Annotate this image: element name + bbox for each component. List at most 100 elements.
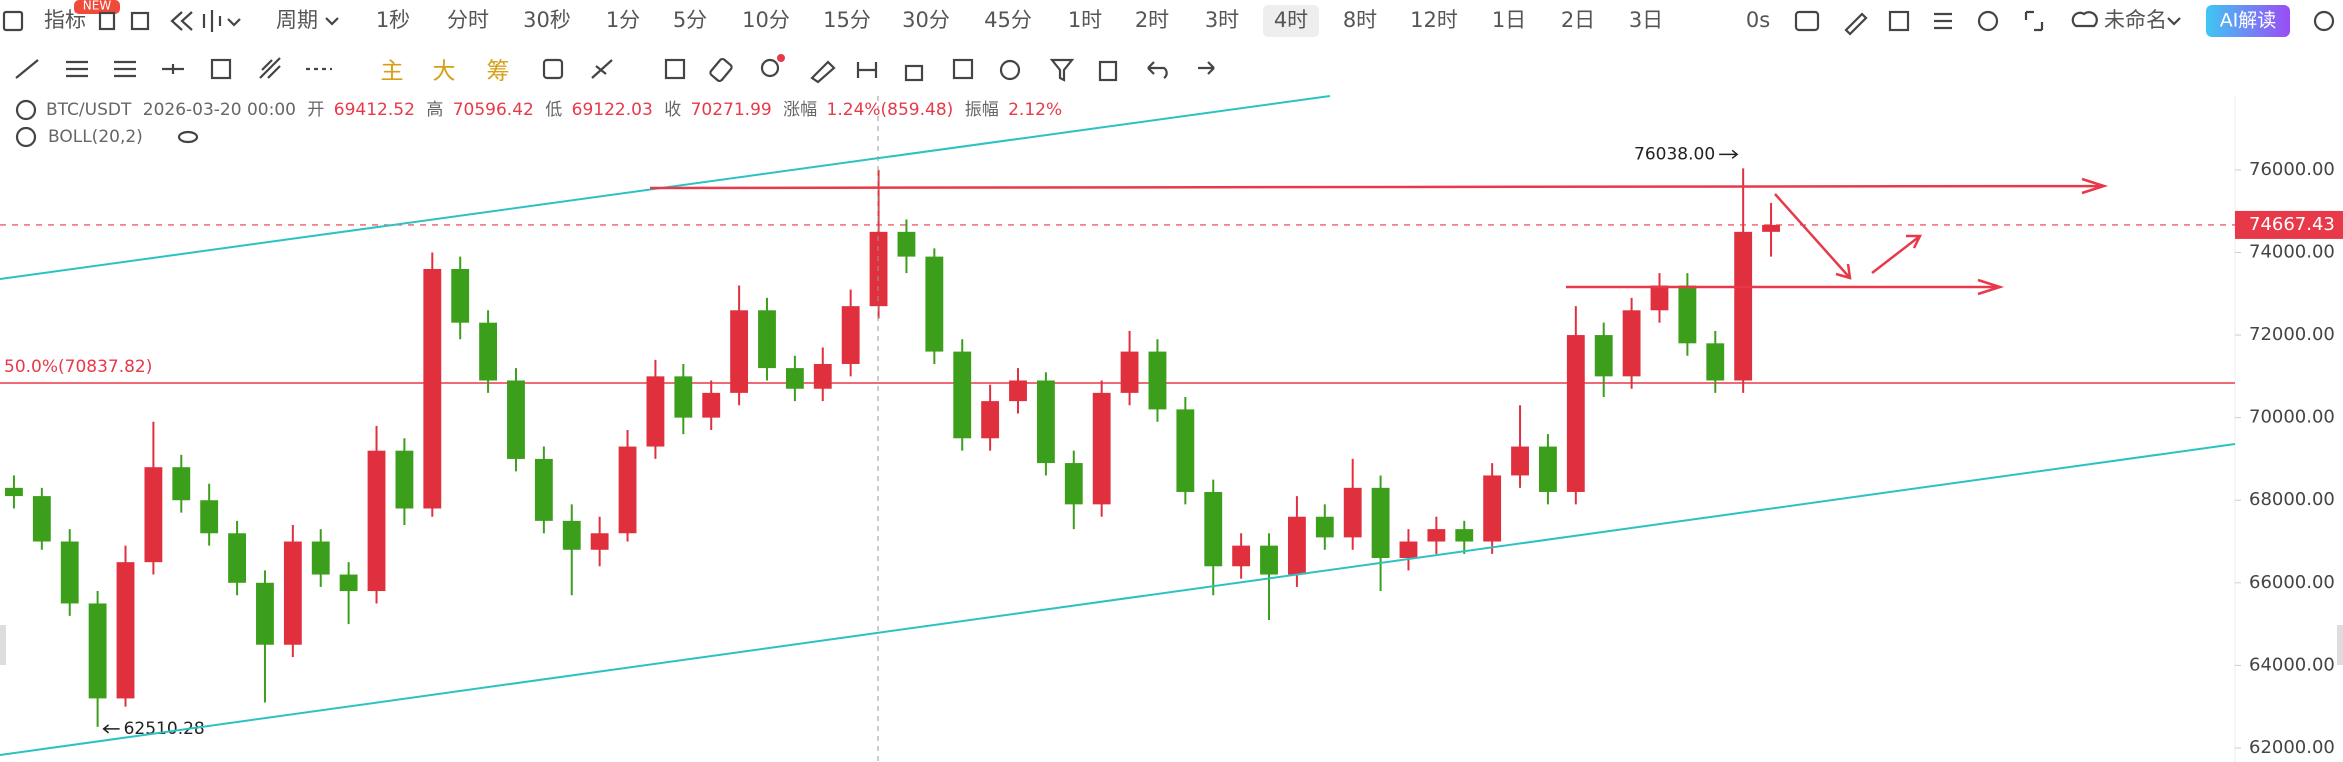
tool-redo[interactable] [1198,61,1215,75]
period-menu[interactable]: 周期 [276,8,318,32]
list-icon[interactable] [1934,12,1952,30]
period[interactable]: 4时 [1274,8,1308,32]
tool-text[interactable] [664,58,686,80]
period[interactable]: 1分 [606,8,640,32]
candle-body [1064,463,1083,505]
candle-body [144,467,163,563]
candle-body [1678,285,1697,344]
scroll-handle[interactable] [2337,625,2343,665]
period[interactable]: 30分 [902,8,950,32]
period[interactable]: 2时 [1135,8,1169,32]
max-label: 76038.00 [1634,144,1715,164]
period-list: 1秒 分时 30秒 1分 5分 10分 15分 30分 45分 1时 2时 3时 4时 8时 12时 1日 2日… [376,5,1663,37]
collapse-icon[interactable] [15,126,37,148]
hide-icon[interactable] [177,130,199,144]
layout-name[interactable]: 未命名 [2104,8,2167,32]
y-tick-label: 68000.00 [2249,489,2335,510]
candle-body [32,496,51,542]
tool-sync[interactable] [542,58,564,80]
period[interactable]: 1秒 [376,8,410,32]
period[interactable]: 15分 [823,8,871,32]
period[interactable]: 1时 [1068,8,1102,32]
last-price-tag [2235,210,2343,239]
note-icon[interactable] [1888,10,1910,32]
new-badge: NEW [83,0,112,13]
camera-icon[interactable] [1794,10,1820,32]
tool-lock[interactable] [904,64,924,82]
candle-body [1455,529,1474,542]
period[interactable]: 1日 [1492,8,1526,32]
candle-body [5,487,23,497]
tool-eraser[interactable] [810,60,836,84]
candle-body [256,582,274,645]
chart-type[interactable]: 大 [433,59,456,85]
share-icon[interactable] [2313,10,2335,32]
candle-body [1706,343,1725,381]
ai-button[interactable]: AI解读 [2220,10,2277,32]
candle-body [1176,409,1195,492]
candle-body [116,562,135,699]
tool-filter[interactable] [1049,58,1075,82]
candle-body [1232,545,1251,567]
tool-edit[interactable] [952,58,974,80]
indicator-icon[interactable] [2,10,24,32]
candle-body [1734,231,1753,381]
grid-icon[interactable] [130,11,150,31]
period[interactable]: 12时 [1410,8,1458,32]
back-icon[interactable] [170,11,193,31]
candle-body [451,269,470,323]
tool-measure[interactable] [591,59,613,79]
period[interactable]: 分时 [447,8,489,32]
close: 70271.99 [691,100,772,120]
tool-link[interactable] [999,59,1021,81]
period[interactable]: 5分 [673,8,707,32]
candle-body [367,450,386,592]
tool-rect[interactable] [210,58,232,80]
tool-hline[interactable] [162,64,184,74]
candle-body [228,533,246,583]
open-label: 开 [307,100,324,120]
tool-ruler[interactable] [709,57,733,83]
ai-button-bg[interactable] [2206,5,2290,37]
candle-body [1343,487,1362,538]
candle-body [283,541,302,645]
collapse-icon[interactable] [15,99,37,121]
candle-body [674,376,693,418]
period[interactable]: 3时 [1205,8,1239,32]
chart-type[interactable]: 筹 [487,59,510,85]
period[interactable]: 8时 [1343,8,1377,32]
amplitude: 2.12% [1008,100,1062,120]
delay: 0s [1746,8,1770,32]
tool-fib[interactable] [259,57,281,79]
tool-magnet[interactable] [856,62,878,78]
fullscreen-icon[interactable] [2024,10,2044,32]
tool-undo[interactable] [1147,61,1168,79]
scroll-handle[interactable] [0,625,6,665]
drawing-toolbar: 主 大 筹 [15,54,1215,85]
candle-body [730,310,749,393]
tool-parallel[interactable] [66,60,88,78]
candle-body [1148,351,1167,410]
down-arrow [1774,193,1852,280]
settings-icon[interactable] [1977,10,1999,32]
chart-type[interactable]: 主 [381,59,404,85]
support-arrow [1566,278,2005,296]
tool-delete[interactable] [1098,60,1118,82]
amplitude-label: 振幅 [965,100,999,120]
candle-body [702,392,721,418]
candle-body [200,500,219,534]
tool-zoom[interactable] [760,58,780,78]
period[interactable]: 10分 [742,8,790,32]
period[interactable]: 30秒 [523,8,571,32]
draw-icon[interactable] [1844,12,1868,36]
period[interactable]: 3日 [1629,8,1663,32]
candle-body [534,458,553,521]
layout-icon[interactable] [98,11,116,31]
y-tick-label: 72000.00 [2249,324,2335,345]
tool-line[interactable] [15,59,39,79]
tool-hlines[interactable] [114,60,136,78]
chart-style-icon[interactable] [202,10,241,32]
period[interactable]: 2日 [1561,8,1595,32]
candle-body [1371,487,1390,559]
period[interactable]: 45分 [984,8,1032,32]
